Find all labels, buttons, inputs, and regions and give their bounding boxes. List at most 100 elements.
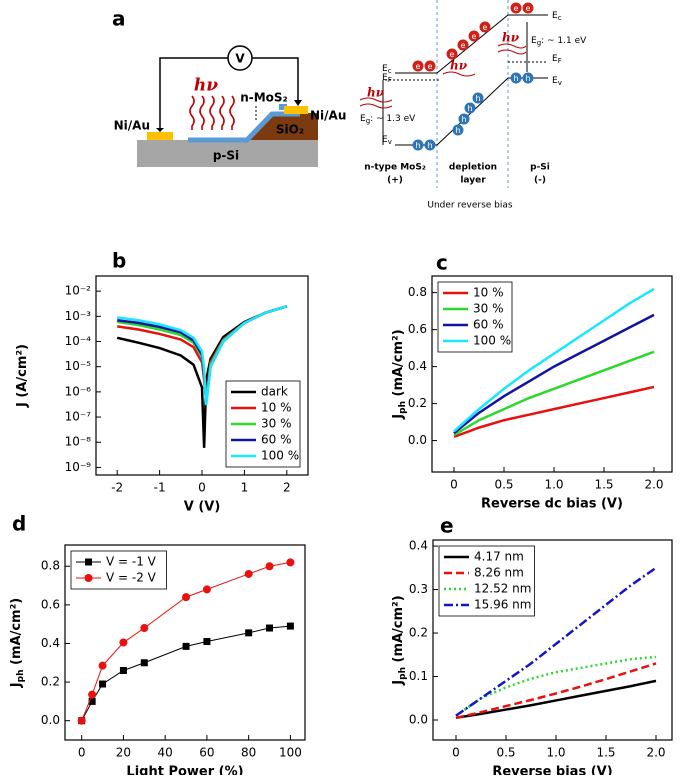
legend-label: 4.17 nm [474, 550, 524, 564]
band-label-sub: c [558, 14, 562, 22]
electron [510, 2, 522, 14]
hole-label: h [467, 104, 472, 113]
hole-label: h [427, 141, 432, 150]
ray [497, 43, 527, 49]
region-label: (-) [534, 176, 546, 186]
device-schematic: V hν n-MoS₂ Ni/Au Ni/Au SiO₂ p-Si [114, 45, 346, 167]
hole [412, 139, 424, 151]
legend-label: 8.26 nm [474, 566, 524, 580]
light-rays [359, 43, 527, 109]
marker [119, 666, 127, 674]
x-tick-label: 2.0 [646, 746, 665, 760]
substrate [137, 140, 318, 167]
legend-marker [84, 574, 93, 582]
legend-label: 10 % [473, 286, 504, 300]
x-tick-label: 40 [158, 746, 173, 760]
series-line [453, 287, 655, 433]
band-label: Ev [382, 135, 392, 147]
plot-frame [64, 544, 306, 741]
band-label: EF [382, 73, 392, 85]
legend-label: 60 % [261, 433, 292, 447]
electron-label: e [416, 62, 421, 71]
electron-label: e [461, 41, 466, 50]
legend-label: 100 % [473, 334, 511, 348]
hole [510, 72, 522, 84]
x-tick-label: 20 [116, 746, 131, 760]
voltmeter [227, 45, 253, 71]
hole [472, 92, 484, 104]
panel-label: c [436, 251, 448, 275]
marker [182, 642, 190, 650]
y-tick-label: 10⁻⁶ [65, 384, 92, 398]
band-label-base: E [552, 11, 558, 21]
contact-label: Ni/Au [114, 119, 150, 133]
y-tick-label: 0.2 [41, 675, 60, 689]
ray [209, 95, 215, 130]
gap-label-base: E [531, 36, 537, 46]
y-tick-label: 10⁻⁹ [65, 460, 92, 474]
series-line [453, 350, 655, 437]
chart: 0 20 40 60 80 100 0.0 0.2 0.4 0.6 0.8 Light Power (… [9, 544, 306, 779]
x-axis-title: Light Power (%) [126, 765, 243, 776]
y-tick-label: 0.4 [41, 636, 60, 650]
band-label: Ev [552, 76, 562, 88]
gap-label-rest: : ~ 1.3 eV [370, 114, 416, 124]
hole-label: h [415, 141, 420, 150]
electron [424, 60, 436, 72]
y-tick-label: 10⁻⁷ [65, 410, 92, 424]
band-label-sub: c [388, 67, 392, 75]
chart: -2 -1 0 1 2 10⁻⁹ 10⁻⁸ 10⁻⁷ 10⁻⁶ 10⁻⁵ 10⁻⁴ 10⁻³ 10⁻² V… [15, 275, 309, 515]
x-tick-label: 0.5 [494, 478, 513, 492]
legend-label: 15.96 nm [474, 598, 531, 612]
ray [199, 95, 205, 130]
legend-label: 30 % [261, 417, 292, 431]
legend-label: 12.52 nm [474, 582, 531, 596]
y-axis-title-rest: (mA/cm²) [391, 329, 406, 401]
x-tick-label: -2 [111, 481, 123, 495]
hole-label: h [525, 74, 530, 83]
ray [229, 95, 235, 130]
region-label: (+) [387, 176, 403, 186]
marker [99, 680, 107, 688]
arrow-head [294, 100, 302, 106]
electron [446, 48, 458, 60]
x-tick-label: 1.5 [596, 746, 615, 760]
light-label: hν [367, 86, 385, 100]
y-tick-label: 0.2 [408, 396, 427, 410]
panel-label: d [12, 512, 26, 536]
hole [522, 72, 534, 84]
y-tick-label: 10⁻² [65, 284, 92, 298]
y-tick-label: 0.0 [41, 713, 60, 727]
marker [286, 622, 294, 630]
series-line [81, 625, 291, 721]
band-diagram: Ec EF Ev Ec EF Ev Eg: ~ 1.3 eV Eg: ~ 1.1… [359, 0, 587, 211]
y-axis-title-base: J [391, 680, 406, 686]
x-tick-label: 80 [241, 746, 256, 760]
y-tick-label: 0.3 [409, 582, 428, 596]
gap-label-base: E [360, 114, 366, 124]
wire [159, 57, 228, 130]
x-tick-label: 60 [199, 746, 214, 760]
x-axis-title: V (V) [184, 500, 221, 515]
ray [497, 49, 527, 55]
y-axis-title-sub: ph [398, 401, 408, 414]
band-label-base: E [382, 64, 388, 74]
chart: 0 0.5 1.0 1.5 2.0 0.0 0.1 0.2 0.3 0.4 Reverse bias… [391, 539, 673, 779]
y-tick-label: 0.0 [408, 433, 427, 447]
conduction-band [395, 14, 548, 74]
band-label-base: E [382, 135, 388, 145]
y-tick-label: 0.2 [409, 626, 428, 640]
x-axis-title: Reverse dc bias (V) [481, 497, 623, 512]
y-tick-label: 0.6 [408, 322, 427, 336]
marker [266, 624, 274, 632]
gap-label: Eg: ~ 1.3 eV [360, 114, 416, 126]
arrow-head [156, 128, 164, 132]
hole [424, 139, 436, 151]
y-axis-title-sub: ph [16, 670, 26, 683]
y-tick-label: 0.8 [41, 559, 60, 573]
x-axis-title: Reverse bias (V) [492, 765, 612, 776]
y-axis-title: Jph (mA/cm²) [391, 595, 408, 685]
y-tick-label: 0.8 [408, 285, 427, 299]
x-tick-label: 1 [241, 481, 249, 495]
